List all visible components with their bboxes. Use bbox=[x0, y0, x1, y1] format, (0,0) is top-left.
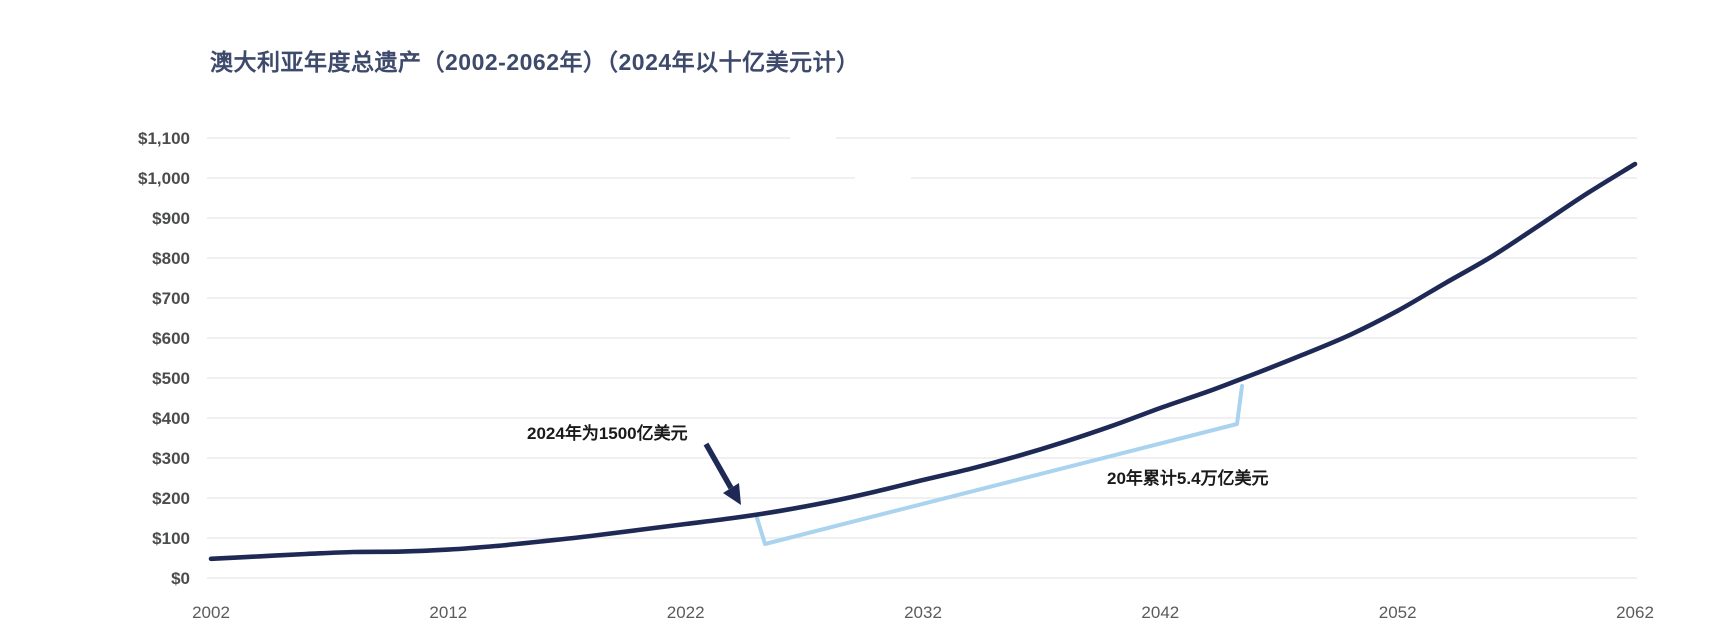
xtick-label-2052: 2052 bbox=[1379, 603, 1417, 622]
ytick-label-800: $800 bbox=[152, 249, 190, 268]
annotation-cumulative-label: 20年累计5.4万亿美元 bbox=[1107, 468, 1269, 488]
ytick-label-1100: $1,100 bbox=[138, 129, 190, 148]
ytick-label-400: $400 bbox=[152, 409, 190, 428]
inheritance-curve bbox=[208, 161, 1638, 562]
xtick-label-2062: 2062 bbox=[1616, 603, 1654, 622]
chart-title: 澳大利亚年度总遗产（2002-2062年）（2024年以十亿美元计） bbox=[210, 49, 860, 75]
xtick-label-2032: 2032 bbox=[904, 603, 942, 622]
ytick-label-1000: $1,000 bbox=[138, 169, 190, 188]
annotation-arrowhead-icon bbox=[723, 483, 741, 505]
ytick-label-100: $100 bbox=[152, 529, 190, 548]
ytick-label-900: $900 bbox=[152, 209, 190, 228]
xtick-label-2042: 2042 bbox=[1141, 603, 1179, 622]
erased-patch bbox=[855, 169, 911, 186]
xtick-label-2002: 2002 bbox=[192, 603, 230, 622]
ytick-label-500: $500 bbox=[152, 369, 190, 388]
xtick-label-2022: 2022 bbox=[667, 603, 705, 622]
ytick-label-300: $300 bbox=[152, 449, 190, 468]
annotation-arrow-shaft bbox=[703, 442, 734, 490]
cumulative-bracket bbox=[755, 384, 1244, 546]
xtick-label-2012: 2012 bbox=[429, 603, 467, 622]
ytick-label-600: $600 bbox=[152, 329, 190, 348]
ytick-label-700: $700 bbox=[152, 289, 190, 308]
annotation-2024-label: 2024年为1500亿美元 bbox=[527, 423, 688, 443]
erased-patch bbox=[790, 130, 836, 145]
ytick-label-200: $200 bbox=[152, 489, 190, 508]
ytick-label-0: $0 bbox=[171, 569, 190, 588]
